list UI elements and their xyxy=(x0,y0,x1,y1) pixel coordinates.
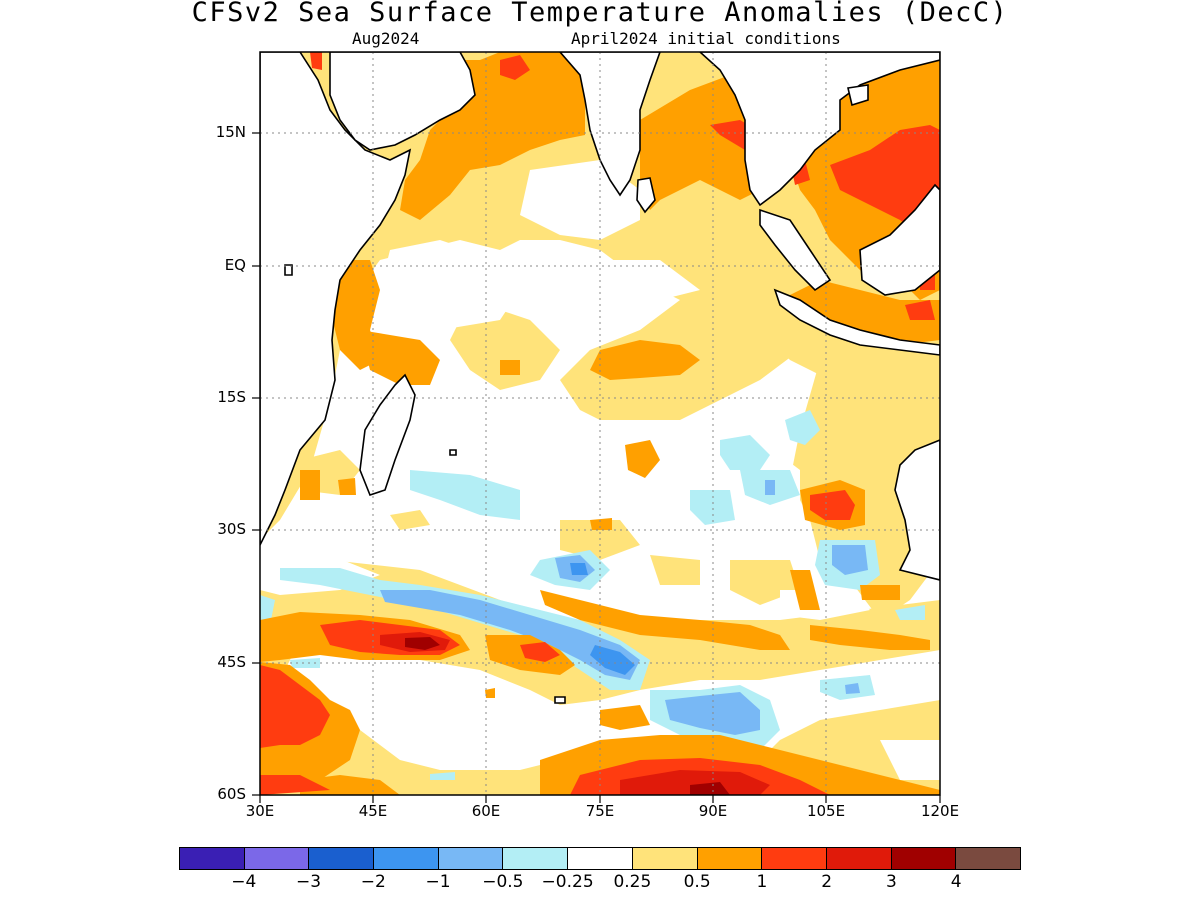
coastlines xyxy=(260,52,940,704)
colorbar-label: 1 xyxy=(756,872,768,892)
colorbar-swatch xyxy=(309,848,375,869)
lon-label-75e: 75E xyxy=(585,802,615,820)
colorbar-label: −1 xyxy=(425,872,451,892)
colorbar-swatch xyxy=(503,848,569,869)
lon-label-60e: 60E xyxy=(471,802,501,820)
anomaly-fields xyxy=(260,52,940,795)
lat-label-45s: 45S xyxy=(217,653,246,671)
lon-label-90e: 90E xyxy=(698,802,728,820)
colorbar-label: −0.5 xyxy=(482,872,524,892)
colorbar-swatch xyxy=(568,848,633,869)
colorbar-label: 2 xyxy=(821,872,833,892)
colorbar-swatch xyxy=(632,848,698,869)
colorbar xyxy=(179,847,1021,870)
colorbar-label: 3 xyxy=(886,872,897,892)
colorbar-swatch xyxy=(891,848,957,869)
lon-label-105e: 105E xyxy=(806,802,846,820)
lon-label-45e: 45E xyxy=(358,802,388,820)
colorbar-label: 0.25 xyxy=(613,872,652,892)
colorbar-swatch xyxy=(244,848,310,869)
lat-label-30s: 30S xyxy=(217,520,246,538)
colorbar-swatch xyxy=(697,848,763,869)
colorbar-label: −4 xyxy=(231,872,257,892)
gridlines xyxy=(260,52,940,795)
colorbar-swatch xyxy=(956,848,1020,869)
anomaly-neg-1 xyxy=(570,563,635,675)
lon-label-120e: 120E xyxy=(920,802,960,820)
colorbar-label: −2 xyxy=(360,872,386,892)
chart-title: CFSv2 Sea Surface Temperature Anomalies … xyxy=(191,0,1009,28)
lon-label-30e: 30E xyxy=(245,802,275,820)
colorbar-label: 0.5 xyxy=(683,872,711,892)
colorbar-swatch xyxy=(438,848,504,869)
colorbar-label: 4 xyxy=(950,872,962,892)
lat-label-60s: 60S xyxy=(217,785,246,803)
lat-label-15s: 15S xyxy=(217,388,246,406)
anomaly-3-4 xyxy=(405,637,730,795)
target-month-label: Aug2024 xyxy=(352,29,420,48)
colorbar-label: −3 xyxy=(296,872,322,892)
colorbar-swatch xyxy=(374,848,439,869)
tick-marks xyxy=(252,132,941,803)
lat-label-15n: 15N xyxy=(215,123,246,141)
colorbar-swatch xyxy=(180,848,245,869)
initial-conditions-label: April2024 initial conditions xyxy=(571,29,841,48)
lat-label-eq: EQ xyxy=(224,256,246,274)
colorbar-swatch xyxy=(762,848,827,869)
colorbar-swatch xyxy=(826,848,892,869)
colorbar-label: −0.25 xyxy=(541,872,594,892)
